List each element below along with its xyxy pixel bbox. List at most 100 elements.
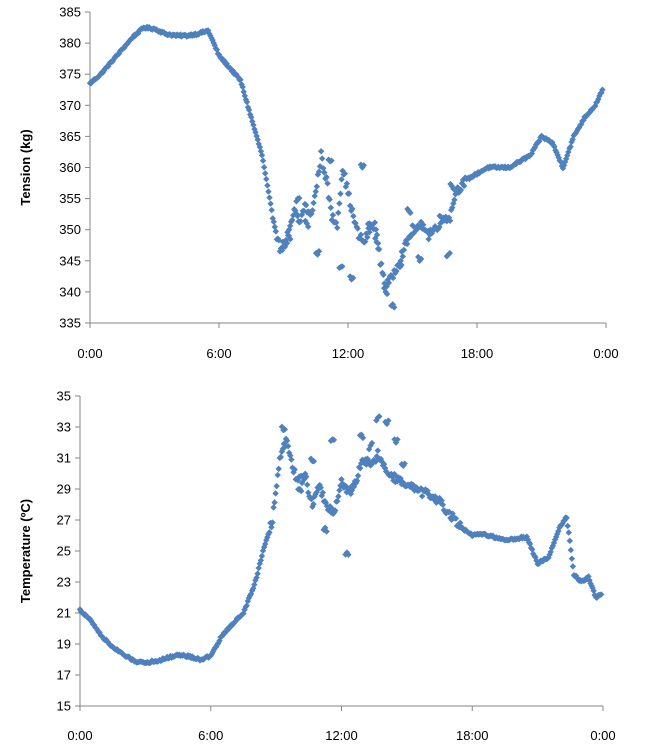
data-point	[243, 602, 250, 609]
data-point	[317, 148, 325, 155]
data-point	[554, 530, 561, 538]
y-axis-title: Temperature (ºC)	[18, 499, 33, 603]
y-tick-label: 21	[57, 606, 71, 621]
y-tick-label: 380	[59, 36, 81, 51]
data-point	[302, 217, 309, 225]
data-point	[362, 238, 369, 245]
data-point	[205, 27, 212, 34]
data-point	[253, 132, 260, 140]
data-point	[288, 456, 295, 463]
y-tick-label: 355	[59, 191, 81, 206]
data-point	[310, 500, 317, 508]
data-point	[303, 473, 310, 480]
data-point	[326, 196, 333, 203]
data-point	[266, 194, 273, 201]
data-point	[364, 220, 372, 228]
data-point	[313, 183, 321, 190]
y-tick-label: 29	[57, 482, 71, 497]
data-point	[245, 594, 253, 602]
x-tick-label: 0:00	[77, 346, 102, 361]
data-point	[560, 162, 568, 169]
data-point	[561, 517, 568, 524]
data-point	[244, 597, 251, 605]
data-point	[270, 218, 277, 225]
data-point	[391, 436, 398, 443]
data-point	[569, 563, 577, 570]
data-point	[446, 217, 454, 224]
data-point	[368, 439, 376, 447]
data-point	[555, 527, 562, 535]
data-point	[304, 481, 311, 489]
data-point	[536, 137, 543, 145]
x-tick-label: 0:00	[590, 728, 615, 743]
data-points	[76, 413, 605, 667]
data-point	[327, 437, 335, 444]
data-point	[334, 224, 341, 231]
data-point	[266, 529, 273, 536]
data-point	[567, 143, 574, 150]
data-point	[252, 577, 259, 584]
data-point	[309, 207, 316, 214]
data-point	[372, 235, 379, 242]
data-point	[264, 182, 271, 189]
data-point	[357, 161, 365, 168]
data-point	[310, 199, 317, 207]
data-point	[555, 154, 562, 161]
data-point	[447, 180, 454, 188]
y-tick-label: 385	[59, 5, 81, 20]
data-point	[418, 493, 426, 500]
data-point	[265, 188, 272, 195]
y-tick-label: 15	[57, 699, 71, 714]
data-point	[590, 587, 597, 594]
data-point	[385, 279, 393, 287]
y-tick-label: 335	[59, 316, 81, 331]
data-point	[253, 574, 260, 581]
x-tick-label: 18:00	[456, 728, 489, 743]
data-point	[259, 547, 267, 554]
data-point	[272, 228, 280, 235]
data-point	[439, 217, 446, 225]
chart-2: 35 33 31 29 27 25 23 21 19 17 15 0:00 6:00 12:00 18:00…	[18, 389, 616, 744]
y-tick-label: 360	[59, 160, 81, 175]
data-point	[528, 546, 536, 553]
data-point	[557, 158, 565, 166]
data-point	[239, 83, 246, 91]
x-tick-label: 12:00	[325, 728, 358, 743]
data-point	[248, 113, 255, 121]
x-tick-label: 6:00	[198, 728, 223, 743]
data-point	[315, 168, 323, 175]
data-point	[357, 231, 365, 238]
data-point	[452, 515, 460, 522]
data-point	[256, 560, 263, 567]
data-point	[457, 519, 464, 527]
data-point	[580, 117, 587, 124]
data-point	[552, 533, 560, 541]
data-point	[446, 508, 453, 516]
data-point	[443, 217, 451, 225]
data-point	[398, 248, 405, 255]
data-point	[311, 192, 318, 200]
data-point	[338, 476, 345, 483]
data-point	[413, 225, 420, 233]
data-point	[457, 186, 465, 194]
data-point	[298, 211, 305, 219]
data-point	[460, 182, 468, 190]
y-tick-label: 31	[57, 451, 71, 466]
data-point	[365, 446, 373, 453]
y-tick-label: 33	[57, 420, 71, 435]
data-point	[271, 499, 278, 506]
data-point	[407, 209, 414, 217]
y-tick-label: 345	[59, 253, 81, 268]
data-point	[302, 202, 310, 209]
data-point	[596, 92, 603, 100]
data-point	[254, 136, 261, 143]
data-point	[335, 209, 342, 217]
y-tick-label: 375	[59, 67, 81, 82]
data-point	[317, 484, 324, 491]
data-point	[565, 529, 572, 536]
data-point	[297, 218, 304, 225]
data-point	[237, 76, 244, 83]
data-point	[372, 226, 380, 233]
data-point	[342, 551, 349, 558]
data-point	[336, 264, 343, 272]
